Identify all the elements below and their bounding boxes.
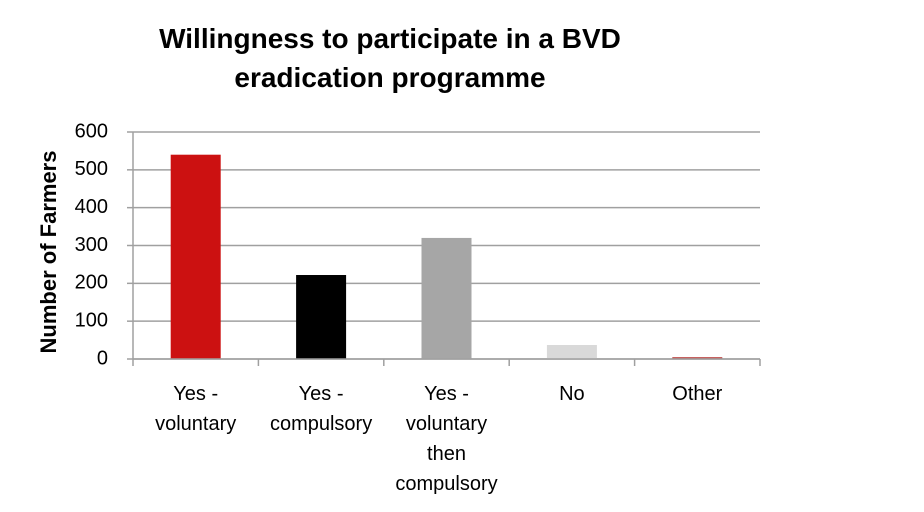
chart-title: Willingness to participate in a BVD eradi… (159, 23, 621, 93)
x-tick-label: No (559, 383, 585, 405)
x-tick-label: Yes -voluntary (155, 383, 236, 435)
x-tick-label: Yes -compulsory (270, 383, 372, 435)
x-tick-label: Yes -voluntary then compulsory (395, 383, 497, 495)
y-tick-label: 600 (75, 120, 108, 142)
bar (296, 275, 347, 359)
bar (421, 237, 472, 359)
bar (170, 154, 221, 359)
y-tick-label: 300 (75, 234, 108, 256)
y-tick-label: 400 (75, 196, 108, 218)
y-tick-label: 0 (97, 347, 108, 369)
y-tick-label: 500 (75, 158, 108, 180)
y-tick-label: 100 (75, 309, 108, 331)
bar (672, 357, 723, 359)
x-tick-label: Other (672, 383, 722, 405)
bar (546, 345, 597, 359)
y-tick-label: 200 (75, 272, 108, 294)
y-axis-label: Number of Farmers (36, 151, 61, 354)
